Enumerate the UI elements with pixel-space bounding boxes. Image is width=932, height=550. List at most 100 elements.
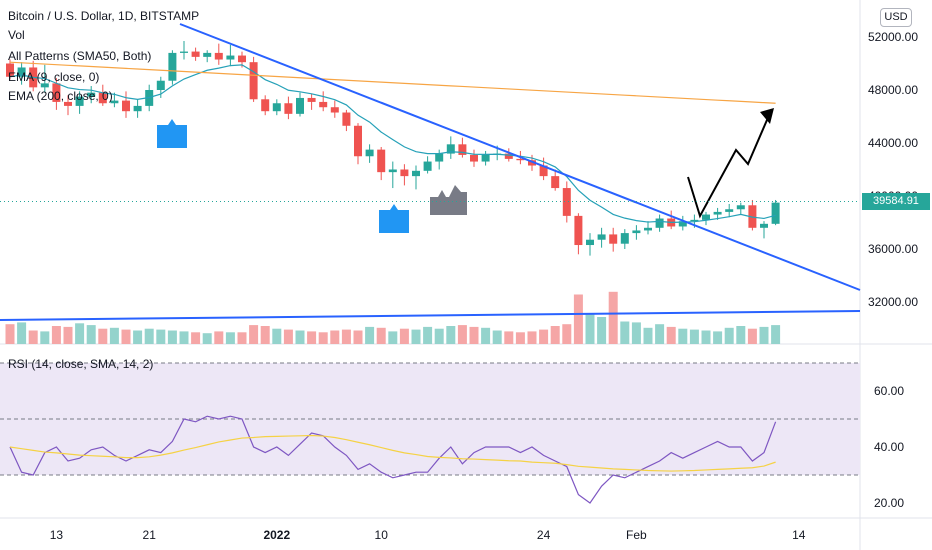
candle-body — [562, 188, 571, 216]
candle-body — [760, 223, 768, 228]
price-tick-label: 44000.00 — [868, 136, 918, 150]
volume-bar — [376, 327, 386, 344]
volume-bar — [759, 326, 769, 344]
volume-bar — [515, 332, 525, 344]
volume-bar — [5, 324, 15, 344]
candle-body — [272, 103, 281, 112]
volume-bar — [771, 325, 781, 344]
drawing-layer — [0, 23, 861, 321]
candle-body — [481, 154, 490, 162]
candle-body — [284, 103, 293, 114]
volume-bar — [225, 332, 235, 344]
volume-bar — [237, 332, 247, 344]
volume-bar — [353, 330, 363, 344]
candle-body — [655, 218, 664, 228]
pattern-marker-bullish-engulfing — [379, 204, 409, 233]
candle-body — [574, 215, 583, 246]
volume-bar — [98, 328, 108, 344]
candle-body — [319, 101, 328, 108]
candle-body — [609, 234, 618, 244]
pattern-marker-bullish-engulfing — [157, 119, 187, 148]
volume-bar — [573, 294, 583, 344]
volume-bar — [457, 325, 467, 344]
volume-bar — [295, 330, 305, 344]
ema200-line — [9, 61, 776, 104]
volume-bar — [283, 329, 293, 344]
volume-bar — [399, 328, 409, 344]
volume-bar — [713, 331, 723, 344]
projection-path — [687, 112, 771, 219]
candle-body — [539, 165, 548, 177]
candle-body — [249, 62, 258, 100]
volume-bar — [341, 329, 351, 344]
candle-body — [400, 169, 409, 177]
legend-ema200: EMA (200, close, 0) — [8, 89, 113, 103]
time-tick-label: 2022 — [263, 528, 290, 542]
candle-body — [516, 158, 525, 161]
candle-body — [377, 149, 386, 173]
volume-bar — [423, 326, 433, 344]
volume-bar — [121, 329, 131, 344]
last-price-tag: 39584.91 — [862, 193, 930, 210]
volume-bar — [330, 330, 340, 344]
volume-bar — [724, 327, 734, 344]
candle-body — [736, 205, 745, 210]
candle-body — [87, 92, 96, 97]
volume-bar — [40, 331, 50, 344]
rsi-legend: RSI (14, close, SMA, 14, 2) — [8, 357, 154, 371]
candle-body — [168, 52, 177, 81]
ema9-line — [9, 64, 776, 223]
volume-bar — [17, 322, 27, 344]
candle-body — [470, 154, 478, 162]
legend-patterns: All Patterns (SMA50, Both) — [8, 49, 152, 63]
candle-body — [156, 80, 165, 90]
volume-bar — [747, 328, 757, 344]
time-tick-label: 24 — [537, 528, 551, 542]
candle-body — [713, 211, 722, 215]
candle-body — [620, 233, 629, 244]
candle-body — [40, 83, 49, 88]
volume-bar — [249, 325, 259, 344]
volume-bar — [678, 328, 688, 344]
volume-bar — [75, 323, 85, 344]
downtrend-line — [179, 23, 861, 291]
candle-body — [17, 67, 26, 77]
currency-button[interactable]: USD — [880, 8, 912, 27]
volume-bar — [689, 329, 699, 344]
volume-bar — [643, 327, 653, 344]
volume-bar — [63, 326, 73, 344]
volume-bar — [179, 331, 189, 344]
volume-bar — [527, 331, 537, 344]
volume-layer — [5, 291, 781, 344]
volume-bar — [388, 331, 398, 344]
time-tick-label: 13 — [50, 528, 64, 542]
volume-bar — [736, 326, 746, 344]
volume-bar — [701, 330, 711, 344]
price-pane-bg — [0, 0, 860, 342]
candle-body — [597, 234, 606, 240]
volume-bar — [446, 326, 456, 344]
candle-body — [354, 125, 362, 157]
volume-bar — [109, 327, 119, 344]
volume-bar — [272, 328, 282, 344]
candle-body — [435, 153, 444, 162]
time-tick-label: 14 — [792, 528, 806, 542]
doji-flag-bg — [430, 185, 467, 215]
overlay-line-layer — [9, 61, 777, 504]
candle-body — [586, 239, 594, 246]
volume-bar — [133, 330, 143, 344]
candle-body — [296, 97, 304, 114]
volume-bar — [585, 313, 595, 344]
candle-body — [771, 202, 780, 224]
candle-body — [133, 105, 142, 112]
candle-body — [330, 107, 339, 113]
candle-body — [551, 176, 560, 189]
candle-body — [423, 161, 432, 171]
volume-bar — [167, 330, 177, 344]
candle-body — [180, 51, 188, 53]
candle-body — [6, 63, 14, 77]
price-tick-label: 32000.00 — [868, 295, 918, 309]
volume-bar — [550, 326, 560, 344]
volume-bar — [214, 331, 224, 344]
candle-body — [75, 96, 84, 106]
